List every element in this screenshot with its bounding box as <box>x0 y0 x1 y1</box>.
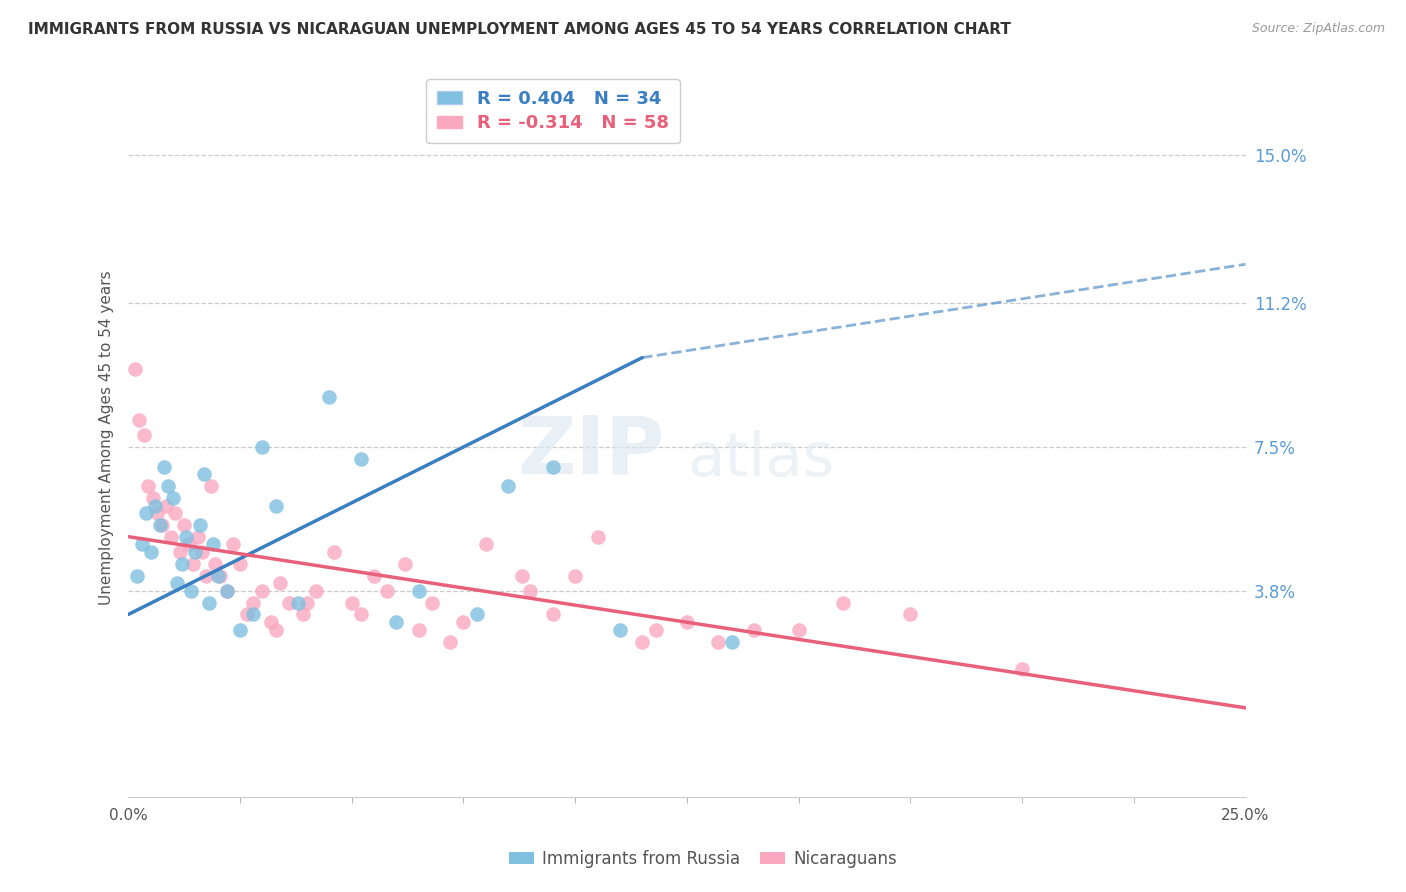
Point <box>153 459 176 474</box>
Point <box>453 615 475 630</box>
Point <box>146 506 169 520</box>
Point <box>408 623 430 637</box>
Point <box>408 584 430 599</box>
Point <box>787 623 810 637</box>
Point <box>252 440 274 454</box>
Point <box>155 499 177 513</box>
Point <box>193 467 215 482</box>
Point <box>188 518 211 533</box>
Point <box>564 568 586 582</box>
Text: Source: ZipAtlas.com: Source: ZipAtlas.com <box>1251 22 1385 36</box>
Point <box>200 479 222 493</box>
Point <box>496 479 519 493</box>
Point <box>165 506 187 520</box>
Point <box>159 530 181 544</box>
Point <box>132 428 155 442</box>
Point <box>720 634 742 648</box>
Point <box>676 615 699 630</box>
Point <box>229 557 252 571</box>
Point <box>394 557 416 571</box>
Point <box>170 557 193 571</box>
Point <box>631 634 654 648</box>
Point <box>439 634 461 648</box>
Point <box>197 596 219 610</box>
Point <box>465 607 488 622</box>
Point <box>180 584 202 599</box>
Point <box>260 615 283 630</box>
Point <box>385 615 408 630</box>
Point <box>169 545 191 559</box>
Point <box>264 499 287 513</box>
Point <box>269 576 291 591</box>
Point <box>377 584 399 599</box>
Point <box>142 491 165 505</box>
Point <box>150 518 173 533</box>
Point <box>363 568 385 582</box>
Point <box>124 362 146 376</box>
Point <box>832 596 855 610</box>
Point <box>181 557 204 571</box>
Point <box>215 584 238 599</box>
Point <box>242 596 264 610</box>
Point <box>148 518 170 533</box>
Point <box>541 459 564 474</box>
Point <box>186 530 208 544</box>
Point <box>609 623 631 637</box>
Point <box>264 623 287 637</box>
Point <box>586 530 609 544</box>
Point <box>644 623 666 637</box>
Point <box>420 596 443 610</box>
Text: ZIP: ZIP <box>517 413 665 491</box>
Point <box>173 518 195 533</box>
Point <box>287 596 309 610</box>
Point <box>138 479 160 493</box>
Point <box>208 568 231 582</box>
Point <box>184 545 207 559</box>
Point <box>177 537 200 551</box>
Point <box>207 568 229 582</box>
Point <box>242 607 264 622</box>
Legend: Immigrants from Russia, Nicaraguans: Immigrants from Russia, Nicaraguans <box>502 844 904 875</box>
Text: IMMIGRANTS FROM RUSSIA VS NICARAGUAN UNEMPLOYMENT AMONG AGES 45 TO 54 YEARS CORR: IMMIGRANTS FROM RUSSIA VS NICARAGUAN UNE… <box>28 22 1011 37</box>
Point <box>252 584 274 599</box>
Point <box>305 584 328 599</box>
Point <box>195 568 218 582</box>
Point <box>235 607 257 622</box>
Point <box>291 607 314 622</box>
Legend: R = 0.404   N = 34, R = -0.314   N = 58: R = 0.404 N = 34, R = -0.314 N = 58 <box>426 79 679 144</box>
Point <box>278 596 301 610</box>
Point <box>215 584 238 599</box>
Point <box>519 584 541 599</box>
Point <box>176 530 198 544</box>
Point <box>139 545 162 559</box>
Point <box>202 537 225 551</box>
Point <box>135 506 157 520</box>
Point <box>204 557 226 571</box>
Point <box>127 568 149 582</box>
Point <box>166 576 188 591</box>
Point <box>128 413 150 427</box>
Point <box>191 545 214 559</box>
Point <box>1011 662 1033 676</box>
Point <box>222 537 245 551</box>
Point <box>350 451 373 466</box>
Point <box>157 479 180 493</box>
Point <box>742 623 765 637</box>
Point <box>131 537 153 551</box>
Point <box>322 545 344 559</box>
Point <box>475 537 498 551</box>
Point <box>350 607 373 622</box>
Point <box>162 491 184 505</box>
Point <box>340 596 363 610</box>
Point <box>510 568 533 582</box>
Point <box>541 607 564 622</box>
Point <box>898 607 921 622</box>
Point <box>707 634 730 648</box>
Point <box>295 596 318 610</box>
Point <box>143 499 166 513</box>
Text: atlas: atlas <box>688 430 834 489</box>
Y-axis label: Unemployment Among Ages 45 to 54 years: Unemployment Among Ages 45 to 54 years <box>100 270 114 605</box>
Point <box>318 390 340 404</box>
Point <box>229 623 252 637</box>
